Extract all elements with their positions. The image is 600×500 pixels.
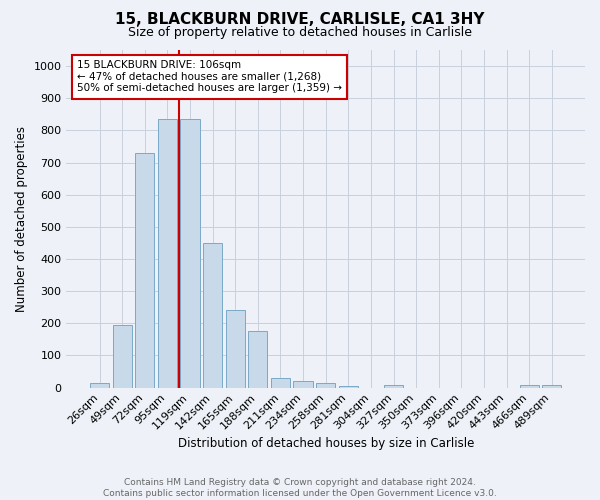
Bar (158, 119, 177, 388)
Text: Contains HM Land Registry data © Crown copyright and database right 2024.
Contai: Contains HM Land Registry data © Crown c… (103, 478, 497, 498)
Bar (293, 381, 313, 388)
Y-axis label: Number of detached properties: Number of detached properties (15, 126, 28, 312)
Bar (271, 378, 290, 388)
Bar (135, 153, 154, 388)
X-axis label: Distribution of detached houses by size in Carlisle: Distribution of detached houses by size … (178, 437, 474, 450)
Text: 15 BLACKBURN DRIVE: 106sqm
← 47% of detached houses are smaller (1,268)
50% of s: 15 BLACKBURN DRIVE: 106sqm ← 47% of deta… (77, 60, 342, 94)
Bar (90, 383, 109, 388)
Text: Size of property relative to detached houses in Carlisle: Size of property relative to detached ho… (128, 26, 472, 39)
Bar (181, 119, 200, 388)
Bar (203, 243, 222, 388)
Bar (248, 332, 268, 388)
Text: 15, BLACKBURN DRIVE, CARLISLE, CA1 3HY: 15, BLACKBURN DRIVE, CARLISLE, CA1 3HY (115, 12, 485, 28)
Bar (520, 385, 539, 388)
Bar (226, 310, 245, 388)
Bar (542, 385, 562, 388)
Bar (384, 385, 403, 388)
Bar (316, 383, 335, 388)
Bar (339, 386, 358, 388)
Bar (113, 325, 132, 388)
